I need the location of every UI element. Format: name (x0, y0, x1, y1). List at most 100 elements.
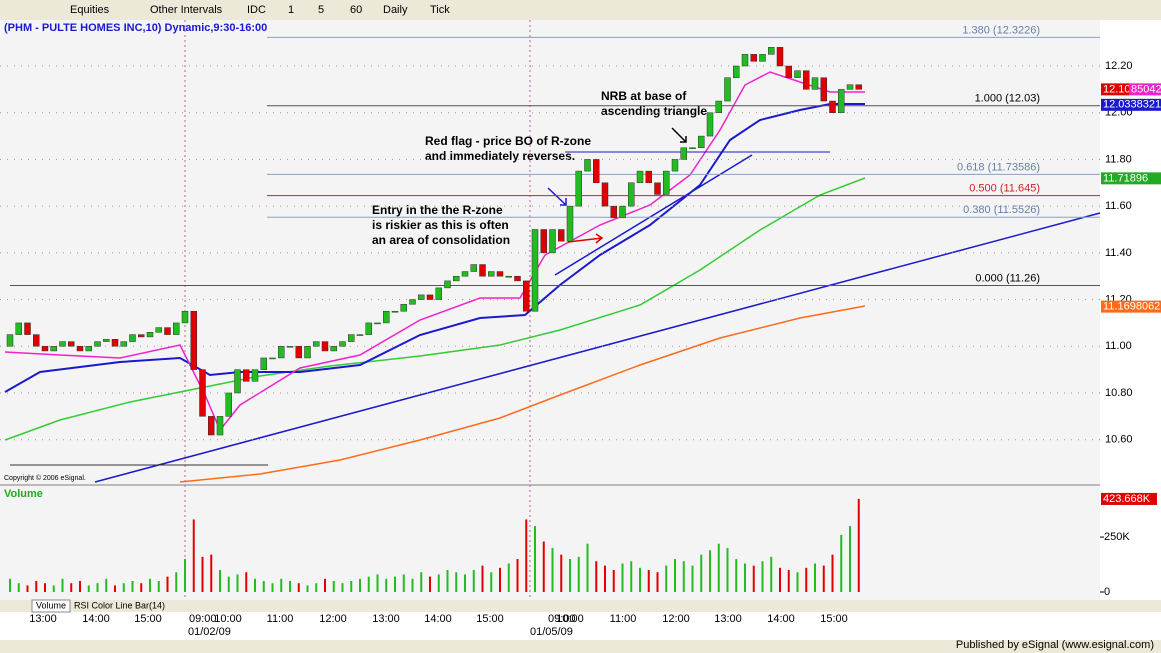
candle (435, 287, 442, 300)
candle (260, 357, 267, 370)
candle (426, 294, 434, 300)
ma-blue (4, 103, 865, 393)
candle (453, 275, 460, 282)
time-label: 09:00 (548, 613, 576, 625)
tab-label[interactable]: Volume (36, 600, 66, 610)
candle (94, 341, 101, 347)
candle (549, 229, 556, 254)
price-tag-label: 12.10 (1103, 83, 1131, 95)
tab-label[interactable]: RSI Color Line Bar(14) (74, 600, 165, 610)
time-label: 14:00 (82, 613, 110, 625)
indicators (4, 71, 1101, 483)
time-label: 15:00 (134, 613, 162, 625)
toolbar-item[interactable]: Equities (70, 4, 110, 16)
price-tag-label: 11.71896 (1103, 172, 1148, 184)
candle (173, 322, 180, 335)
candle (540, 229, 547, 254)
tab[interactable] (31, 599, 71, 613)
candle (330, 346, 337, 352)
time-label: 14:00 (767, 613, 795, 625)
y-tick-label: 11.00 (1105, 340, 1132, 352)
candle (628, 182, 635, 207)
candle (601, 182, 609, 207)
candle (523, 280, 530, 312)
candle (181, 310, 189, 324)
price-tag-label: 11.1698062 (1103, 301, 1160, 313)
candle (768, 47, 775, 55)
candle (558, 229, 565, 242)
toolbar-item[interactable]: Other Intervals (150, 4, 223, 16)
candle (76, 346, 84, 352)
candle (339, 341, 346, 347)
annotation: ascending triangle. (601, 104, 710, 118)
price-tag (1101, 98, 1161, 111)
candle (383, 310, 390, 324)
volume-tick-label: 0 (1104, 586, 1110, 598)
candle (575, 170, 582, 207)
candle (671, 159, 679, 172)
toolbar-item[interactable]: 1 (288, 4, 294, 16)
candle (820, 77, 827, 102)
fib-label: 0.000 (11.26) (975, 272, 1040, 284)
fib-label: 0.380 (11.5526) (963, 204, 1040, 216)
y-tick-label: 12.20 (1105, 60, 1133, 72)
volume-tag (1101, 492, 1157, 505)
chart-area (0, 20, 1100, 600)
candle (496, 271, 504, 277)
candle (59, 341, 66, 347)
toolbar-item[interactable]: IDC (247, 4, 266, 16)
candle (838, 89, 845, 113)
candle (636, 170, 644, 184)
candle (505, 275, 512, 278)
candle (514, 275, 521, 282)
candle (855, 84, 862, 90)
candle (584, 159, 591, 172)
ma-green (4, 177, 866, 441)
candle (103, 339, 110, 342)
y-tick-label: 10.80 (1105, 387, 1133, 399)
footer: Published by eSignal (www.esignal.com) (956, 639, 1154, 651)
toolbar-item[interactable]: 60 (350, 4, 362, 16)
time-label: 11:00 (610, 613, 637, 625)
annotation: an area of consolidation (372, 233, 510, 247)
time-label: 11:00 (267, 613, 294, 625)
candle (741, 54, 749, 67)
fib-label: 1.000 (12.03) (975, 93, 1040, 105)
trendline (94, 212, 1101, 483)
candle (488, 271, 495, 277)
candle (68, 341, 75, 347)
candle (811, 77, 819, 90)
fib-label: 1.380 (12.3226) (962, 24, 1040, 36)
toolbar-item[interactable]: Daily (383, 4, 408, 16)
price-tag (1101, 172, 1161, 185)
time-label: 15:00 (476, 613, 504, 625)
date-label: 01/05/09 (530, 626, 573, 638)
candle (776, 47, 784, 67)
y-tick-label: 11.40 (1105, 247, 1132, 259)
trendline (554, 154, 753, 276)
toolbar (0, 0, 1161, 20)
candle (374, 322, 381, 325)
annotation: Entry in the the R-zone (372, 203, 503, 217)
ma-orange (179, 305, 866, 483)
date-label: 01/02/09 (188, 626, 231, 638)
candle (138, 334, 145, 338)
volume-tag-label: 423.668K (1103, 493, 1151, 505)
time-label: 10:00 (214, 613, 242, 625)
candle (750, 54, 757, 62)
candle (225, 392, 232, 417)
candle (278, 346, 285, 359)
candle (50, 346, 57, 352)
candle (479, 264, 486, 277)
candle (400, 303, 407, 312)
candle (164, 327, 171, 335)
toolbar-item[interactable]: Tick (430, 4, 450, 16)
candle (593, 159, 600, 184)
candle (269, 357, 276, 360)
price-tag (1101, 300, 1161, 313)
time-label: 13:00 (714, 613, 742, 625)
time-label: 12:00 (662, 613, 690, 625)
price-axis (1100, 20, 1161, 610)
candle (418, 294, 425, 300)
toolbar-item[interactable]: 5 (318, 4, 324, 16)
